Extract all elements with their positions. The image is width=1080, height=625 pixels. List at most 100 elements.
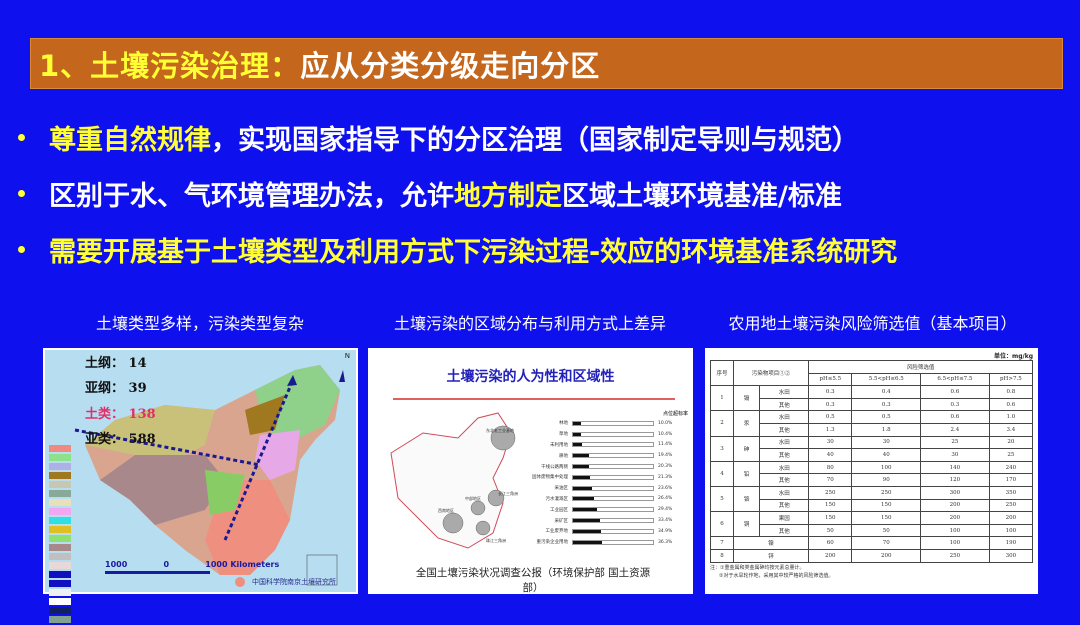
bar-value: 33.4% [658,518,673,524]
cell-value: 200 [851,548,922,563]
header-ph: pH>7.5 [988,372,1034,387]
cell-value: 0.6 [920,410,990,424]
table-row: 1 镉水田 0.3 0.4 0.6 0.8 [710,385,1034,412]
bar-row: 工业园区 29.4% [518,504,688,515]
bullet-item: 需要开展基于土壤类型及利用方式下污染过程-效应的环境基准系统研究 [18,230,897,269]
cell-type: 水田 [759,410,810,424]
cell-value: 70 [808,473,853,487]
cell-value: 0.5 [808,410,853,424]
title-underline [393,398,675,400]
bullet-text: ，实现国家指导下的分区治理（国家制定导则与规范） [211,125,859,156]
cell-value: 30 [808,435,853,450]
cell-no: 4 [710,460,734,487]
cell-item: 锌 [732,548,810,563]
region-label: 长江三角洲 [498,491,518,496]
cell-value: 240 [988,460,1034,475]
bar [573,540,603,544]
bar-track [572,507,654,513]
cell-value: 90 [851,473,922,487]
bar-row: 耕地 19.4% [518,450,688,461]
bar-value: 26.4% [658,496,673,502]
bar-label: 干线公路两侧 [541,464,568,470]
cell-value: 70 [851,536,922,550]
cell-value: 30 [851,435,922,450]
bar [573,432,582,436]
cell-value: 0.3 [851,397,922,412]
bar-label: 未利用地 [550,442,568,448]
cell-type: 其他 [759,523,810,538]
bullet-text: 区域土壤环境基准/标准 [562,181,842,212]
cell-value: 0.5 [851,410,922,424]
bar-value: 11.4% [658,442,673,448]
cell-value: 50 [808,523,853,538]
cell-value: 80 [808,460,853,475]
stat-subgroup: 亚类： 588 [85,432,156,447]
risk-screening-table-figure: 单位：mg/kg 序号 污染物项目①② 风险筛选值 pH≤5.5 5.5<pH≤… [705,348,1038,594]
region-label: 珠江三角洲 [486,538,506,543]
bar-label: 采油区 [554,486,569,492]
cell-value: 100 [851,460,922,475]
bar-track [572,453,654,459]
cell-item: 砷 [732,435,761,462]
bar-track [572,464,654,470]
cell-value: 100 [920,523,990,538]
cell-value: 0.3 [920,397,990,412]
china-soil-map-image [74,365,345,587]
header-ph: 6.5<pH≤7.5 [920,372,990,387]
bar-track [572,431,654,437]
cell-type: 其他 [759,448,810,462]
title-highlight: 1、土壤污染治理： [39,48,301,83]
exceedance-bar-chart: 点位超标率 林地 10.0% 草地 10.4% 未利用地 11.4% 耕地 19.4% 干线公路… [518,410,688,548]
cell-value: 350 [988,485,1034,500]
map-source-institute: 中国科学院南京土壤研究所 [252,578,336,586]
cell-value: 200 [988,511,1034,525]
pollution-distribution-figure: 土壤污染的人为性和区域性 东北老工业基地 长江三角洲 中部地区 西南地区 珠江三… [368,348,693,594]
bar-track [572,485,654,491]
cell-value: 200 [920,511,990,525]
bar [573,465,590,469]
map-scale-bar: 1000 0 1000 Kilometers [105,560,279,574]
cell-type: 水田 [759,435,810,450]
cell-no: 6 [710,511,734,538]
bar-label: 重污染企业用地 [536,540,569,546]
cell-value: 250 [988,498,1034,513]
bar-track [572,518,654,524]
cell-value: 1.0 [988,410,1034,424]
cell-value: 150 [808,498,853,513]
bar-value: 34.9% [658,528,673,534]
bar-track [572,442,654,448]
cell-value: 0.4 [851,385,922,399]
cell-value: 150 [851,498,922,513]
bar-row: 干线公路两侧 20.3% [518,461,688,472]
bar-track [572,496,654,502]
cell-type: 其他 [759,473,810,487]
cell-item: 汞 [732,410,761,437]
header-group: 风险筛选值 [808,360,1033,374]
soil-type-map: 土纲： 14 亚纲： 39 土类： 138 亚类： 588 N 1000 0 1… [43,348,358,623]
bullet-text: 区别于水、气环境管理办法，允许 [49,181,454,212]
region-label: 中部地区 [465,496,481,501]
cell-value: 0.6 [988,397,1034,412]
header-ph: pH≤5.5 [808,372,853,387]
bar-row: 污水灌溉区 26.4% [518,494,688,505]
cell-value: 0.3 [808,385,853,399]
cell-value: 250 [851,485,922,500]
bar-label: 耕地 [559,453,568,459]
slide-title: 1、土壤污染治理： 应从分类分级走向分区 [30,38,1063,89]
cell-item: 镉 [732,385,761,412]
cell-value: 250 [808,485,853,500]
cell-type: 其他 [759,498,810,513]
header-ph: 5.5<pH≤6.5 [851,372,922,387]
cell-value: 250 [920,548,990,563]
bar-label: 草地 [559,432,568,438]
cell-value: 300 [920,485,990,500]
bar-value: 21.3% [658,474,673,480]
cell-item: 铅 [732,460,761,487]
cell-value: 25 [988,448,1034,462]
bar-value: 23.6% [658,485,673,491]
bar [573,443,583,447]
bar-label: 固体废物集中处理 [532,475,568,481]
cell-type: 水田 [759,460,810,475]
header-item: 污染物项目①② [732,359,810,387]
bar-value: 29.4% [658,507,673,513]
